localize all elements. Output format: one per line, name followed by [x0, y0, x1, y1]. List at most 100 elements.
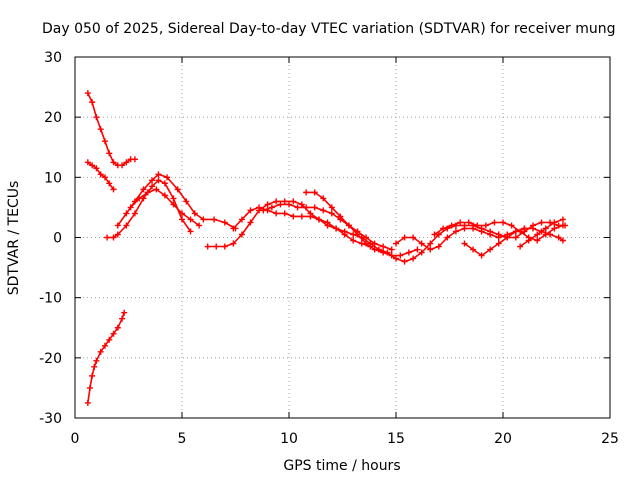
data-point [123, 210, 130, 217]
data-point [238, 231, 245, 238]
data-point [104, 234, 111, 241]
data-point [155, 177, 162, 184]
data-point [93, 165, 100, 172]
data-point [371, 240, 378, 247]
data-point [247, 219, 254, 226]
data-point [191, 210, 198, 217]
data-point [508, 222, 515, 229]
data-point [97, 171, 104, 178]
data-point [418, 240, 425, 247]
data-point [121, 309, 128, 316]
data-point [452, 228, 459, 235]
data-point [179, 216, 185, 223]
data-point [414, 246, 421, 253]
data-point [427, 246, 434, 253]
data-point [89, 99, 96, 106]
data-point [354, 231, 361, 238]
data-point [551, 219, 558, 226]
x-tick-label: 15 [387, 431, 405, 447]
data-point [213, 243, 220, 250]
data-point [431, 231, 438, 238]
y-tick-label: -20 [39, 351, 62, 367]
data-point [106, 180, 113, 187]
series-arc-3 [84, 309, 128, 406]
data-point [106, 150, 113, 157]
data-point [86, 384, 93, 391]
data-point [303, 204, 310, 211]
data-point [136, 195, 143, 202]
data-point [123, 159, 130, 166]
x-tick-label: 25 [601, 431, 619, 447]
data-point [187, 228, 194, 235]
data-point [238, 216, 245, 223]
y-tick-label: 0 [53, 231, 62, 247]
data-point [495, 240, 502, 247]
series-line [395, 227, 526, 251]
data-point [264, 201, 271, 208]
data-point [131, 156, 138, 163]
data-point [341, 231, 348, 238]
series-arc-5 [114, 171, 239, 232]
data-point [106, 336, 113, 343]
data-point [268, 204, 275, 211]
data-point [161, 180, 168, 187]
data-point [97, 348, 104, 355]
data-point [119, 162, 126, 169]
data-point [127, 204, 134, 211]
data-point [140, 186, 147, 193]
data-point [131, 210, 138, 217]
data-point [363, 234, 370, 241]
data-point [196, 222, 203, 229]
data-point [119, 315, 126, 322]
data-point [114, 222, 121, 229]
data-point [164, 174, 171, 181]
data-point [179, 210, 185, 217]
x-axis-label: GPS time / hours [283, 458, 400, 474]
data-point [470, 225, 477, 232]
data-point [303, 189, 310, 196]
chart-title: Day 050 of 2025, Sidereal Day-to-day VTE… [42, 21, 616, 37]
data-point [230, 240, 237, 247]
x-tick-label: 5 [178, 431, 187, 447]
data-point [320, 207, 327, 214]
data-point [457, 219, 464, 226]
data-point [478, 252, 485, 259]
data-point [91, 363, 98, 370]
data-point [294, 204, 301, 211]
data-point [470, 246, 477, 253]
series-arc-10 [303, 189, 421, 259]
data-point [384, 249, 391, 256]
data-point [155, 171, 162, 178]
data-point [110, 330, 117, 337]
data-point [440, 225, 447, 232]
data-point [487, 231, 494, 238]
data-point [337, 213, 344, 220]
data-point [487, 246, 494, 253]
data-point [534, 237, 541, 244]
data-point [204, 243, 211, 250]
data-point [320, 195, 327, 202]
data-point [89, 372, 96, 379]
series-arc-9 [260, 201, 395, 253]
data-point [559, 216, 566, 223]
data-point [375, 246, 382, 253]
data-point [559, 237, 566, 244]
data-point [149, 177, 156, 184]
data-point [123, 222, 130, 229]
data-point [547, 231, 554, 238]
data-point [512, 234, 519, 241]
data-point [153, 186, 160, 193]
data-point [93, 114, 100, 121]
data-point [555, 234, 562, 241]
data-point [393, 255, 399, 262]
series-arc-15 [517, 216, 566, 250]
y-tick-label: 10 [44, 170, 62, 186]
series-arc-13 [431, 219, 566, 244]
series-arc-8 [230, 204, 374, 250]
data-point [101, 138, 108, 145]
data-point [101, 174, 108, 181]
data-point [388, 246, 395, 253]
data-point [500, 219, 506, 226]
series-line [262, 203, 393, 251]
data-point [149, 183, 156, 190]
